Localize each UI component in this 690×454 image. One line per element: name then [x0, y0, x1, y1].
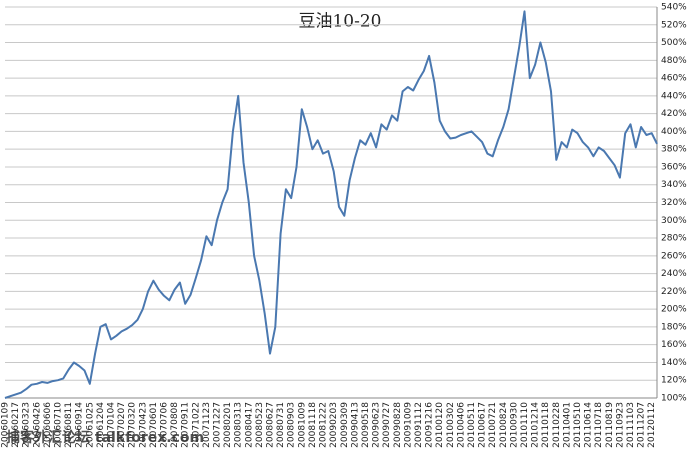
- x-tick-label: 20100721: [488, 402, 498, 448]
- x-tick-label: 20060426: [32, 402, 42, 448]
- y-tick-label: 460%: [661, 74, 687, 84]
- x-tick-label: 20110718: [594, 402, 604, 448]
- x-tick-label: 20070320: [128, 402, 138, 448]
- x-tick-label: 20061204: [96, 402, 106, 448]
- x-tick-label: 20080903: [287, 402, 297, 448]
- y-tick-label: 520%: [661, 20, 687, 30]
- x-tick-label: 20081009: [297, 402, 307, 448]
- x-tick-label: 20111103: [626, 402, 636, 448]
- chart-title: 豆油10-20: [298, 12, 381, 32]
- y-tick-label: 200%: [661, 305, 687, 315]
- x-tick-label: 20091216: [425, 402, 435, 448]
- x-tick-label: 20100824: [499, 402, 509, 448]
- x-tick-label: 20081222: [319, 402, 329, 448]
- x-tick-label: 20100617: [478, 402, 488, 448]
- x-tick-label: 20090828: [393, 402, 403, 448]
- x-tick-label: 20110401: [562, 402, 572, 448]
- x-tick-label: 20070808: [170, 402, 180, 448]
- x-tick-label: 20070423: [138, 402, 148, 448]
- x-tick-label: 20080313: [234, 402, 244, 448]
- x-tick-label: 20080523: [255, 402, 265, 448]
- x-tick-label: 20100302: [446, 402, 456, 448]
- y-tick-label: 480%: [661, 56, 687, 66]
- y-tick-label: 140%: [661, 358, 687, 368]
- x-tick-label: 20110923: [615, 402, 625, 448]
- y-tick-label: 300%: [661, 216, 687, 226]
- x-tick-label: 20090309: [340, 402, 350, 448]
- x-tick-label: 20101110: [520, 402, 530, 448]
- x-tick-label: 20061025: [85, 402, 95, 448]
- x-tick-label: 20101214: [531, 402, 541, 448]
- x-tick-label: 20100120: [435, 402, 445, 448]
- y-tick-label: 240%: [661, 269, 687, 279]
- x-tick-label: 20070706: [160, 402, 170, 448]
- x-tick-label: 20100511: [467, 402, 477, 448]
- y-tick-label: 400%: [661, 127, 687, 137]
- x-tick-label: 20070207: [117, 402, 127, 448]
- x-tick-label: 20120112: [647, 402, 657, 448]
- x-tick-label: 20070601: [149, 402, 159, 448]
- x-tick-label: 20110510: [573, 402, 583, 448]
- y-tick-label: 160%: [661, 340, 687, 350]
- x-tick-label: 20110819: [605, 402, 615, 448]
- y-tick-label: 540%: [661, 3, 687, 13]
- x-tick-label: 20071227: [213, 402, 223, 448]
- y-tick-label: 180%: [661, 322, 687, 332]
- x-tick-label: 20091009: [403, 402, 413, 448]
- x-tick-label: 20060217: [11, 402, 21, 448]
- x-tick-label: 20080627: [266, 402, 276, 448]
- y-tick-label: 260%: [661, 251, 687, 261]
- x-tick-label: 20080201: [223, 402, 233, 448]
- x-tick-label: 20080731: [276, 402, 286, 448]
- x-tick-label: 20090413: [350, 402, 360, 448]
- data-line: [4, 10, 658, 399]
- x-tick-label: 20090518: [361, 402, 371, 448]
- y-tick-label: 360%: [661, 162, 687, 172]
- x-tick-label: 20060710: [54, 402, 64, 448]
- x-tick-label: 20060606: [43, 402, 53, 448]
- x-tick-label: 20110118: [541, 402, 551, 448]
- x-tick-label: 20060323: [22, 402, 32, 448]
- x-tick-label: 20091112: [414, 402, 424, 448]
- watermark: 捕客外汇论坛 talkforex.com: [6, 429, 204, 446]
- x-tick-label: 20110614: [584, 402, 594, 448]
- x-tick-label: 20060914: [75, 402, 85, 448]
- x-tick-label: 20070104: [107, 402, 117, 448]
- y-tick-label: 320%: [661, 198, 687, 208]
- y-tick-label: 280%: [661, 234, 687, 244]
- x-tick-label: 20090727: [382, 402, 392, 448]
- x-tick-label: 20100930: [509, 402, 519, 448]
- x-tick-label: 20071123: [202, 402, 212, 448]
- x-tick-label: 20081118: [308, 402, 318, 448]
- x-tick-label: 20060811: [64, 402, 74, 448]
- x-tick-label: 20100406: [456, 402, 466, 448]
- y-tick-label: 340%: [661, 180, 687, 190]
- x-tick-label: 20111207: [637, 402, 647, 448]
- x-tick-label: 20070911: [181, 402, 191, 448]
- y-tick-label: 100%: [661, 394, 687, 404]
- x-tick-label: 20071022: [191, 402, 201, 448]
- x-tick-label: 20060109: [1, 402, 11, 448]
- y-tick-label: 120%: [661, 376, 687, 386]
- x-tick-label: 20090203: [329, 402, 339, 448]
- y-tick-label: 380%: [661, 145, 687, 155]
- x-tick-label: 20110228: [552, 402, 562, 448]
- y-tick-label: 420%: [661, 109, 687, 119]
- y-tick-label: 500%: [661, 38, 687, 48]
- y-tick-label: 440%: [661, 91, 687, 101]
- x-tick-label: 20080417: [244, 402, 254, 448]
- y-tick-label: 220%: [661, 287, 687, 297]
- x-tick-label: 20090623: [372, 402, 382, 448]
